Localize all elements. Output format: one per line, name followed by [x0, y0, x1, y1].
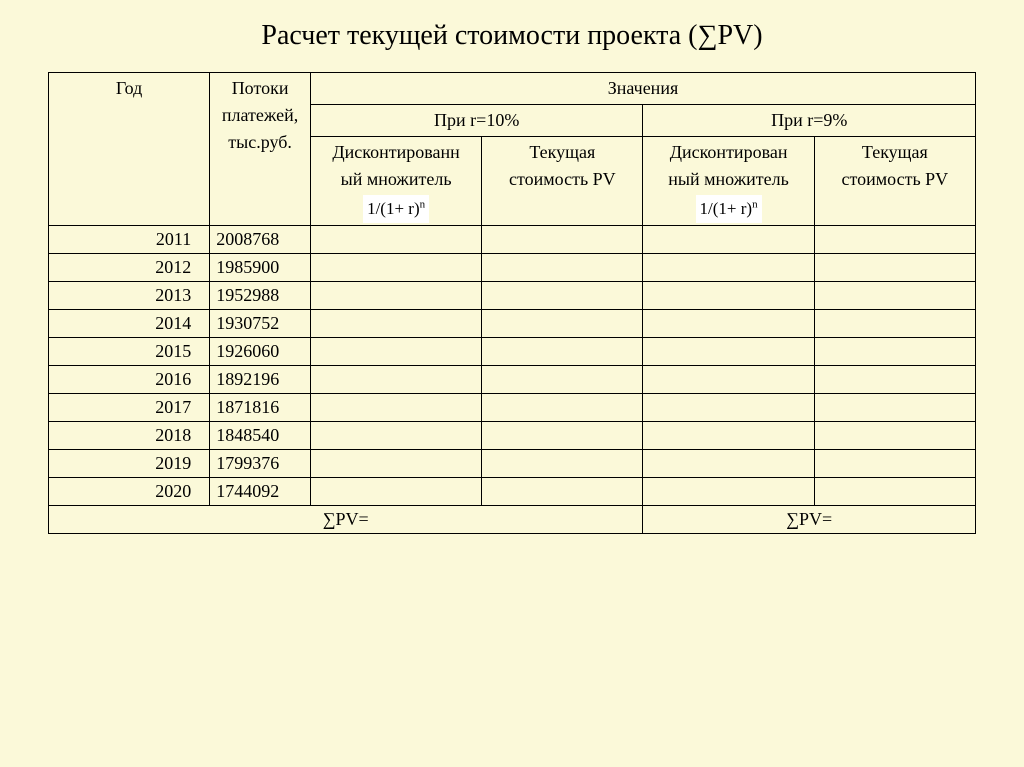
table-row: 20201744092	[49, 477, 976, 505]
cell-year: 2015	[49, 337, 210, 365]
cell-empty	[482, 421, 643, 449]
cell-year: 2019	[49, 449, 210, 477]
cell-year: 2014	[49, 309, 210, 337]
cell-empty	[643, 225, 814, 253]
cell-empty	[643, 309, 814, 337]
discount2-label-line2: ный множитель	[668, 169, 789, 189]
cell-flow: 1952988	[210, 281, 311, 309]
formula-9: 1/(1+ r)n	[696, 195, 762, 223]
cell-empty	[310, 281, 481, 309]
col-year: Год	[49, 73, 210, 226]
cell-year: 2018	[49, 421, 210, 449]
cell-empty	[814, 393, 975, 421]
cell-empty	[643, 421, 814, 449]
col-discount-9: Дисконтирован ный множитель 1/(1+ r)n	[643, 137, 814, 226]
cell-empty	[814, 449, 975, 477]
cell-flow: 1744092	[210, 477, 311, 505]
table-row: 20191799376	[49, 449, 976, 477]
cell-empty	[643, 337, 814, 365]
cell-empty	[310, 337, 481, 365]
pv-label-line1: Текущая	[529, 142, 595, 162]
table-row: 20112008768	[49, 225, 976, 253]
cell-empty	[482, 365, 643, 393]
table-body: 2011200876820121985900201319529882014193…	[49, 225, 976, 505]
cell-year: 2020	[49, 477, 210, 505]
cell-year: 2011	[49, 225, 210, 253]
cell-empty	[814, 337, 975, 365]
cell-empty	[482, 225, 643, 253]
sum-pv-10: ∑PV=	[49, 505, 643, 533]
cell-empty	[482, 477, 643, 505]
table-row: 20121985900	[49, 253, 976, 281]
cell-empty	[814, 421, 975, 449]
cell-empty	[643, 281, 814, 309]
sum-pv-9: ∑PV=	[643, 505, 976, 533]
pv2-label-line2: стоимость PV	[842, 169, 949, 189]
cell-empty	[482, 449, 643, 477]
discount-label-line2: ый множитель	[341, 169, 452, 189]
cell-empty	[643, 393, 814, 421]
col-r9: При r=9%	[643, 105, 976, 137]
cell-empty	[310, 449, 481, 477]
col-flows: Потоки платежей, тыс.руб.	[210, 73, 311, 226]
pv2-label-line1: Текущая	[862, 142, 928, 162]
cell-year: 2013	[49, 281, 210, 309]
pv-label-line2: стоимость PV	[509, 169, 616, 189]
cell-flow: 1799376	[210, 449, 311, 477]
cell-flow: 1985900	[210, 253, 311, 281]
cell-flow: 2008768	[210, 225, 311, 253]
table-row: 20131952988	[49, 281, 976, 309]
cell-empty	[814, 225, 975, 253]
cell-empty	[643, 253, 814, 281]
cell-empty	[643, 477, 814, 505]
pv-table: Год Потоки платежей, тыс.руб. Значения П…	[48, 72, 976, 534]
cell-empty	[482, 281, 643, 309]
col-values: Значения	[310, 73, 975, 105]
cell-empty	[482, 253, 643, 281]
table-row: 20141930752	[49, 309, 976, 337]
cell-year: 2012	[49, 253, 210, 281]
cell-empty	[643, 365, 814, 393]
table-row: 20151926060	[49, 337, 976, 365]
discount2-label-line1: Дисконтирован	[670, 142, 788, 162]
cell-empty	[643, 449, 814, 477]
cell-empty	[814, 309, 975, 337]
table-row: 20171871816	[49, 393, 976, 421]
cell-empty	[814, 253, 975, 281]
cell-empty	[310, 421, 481, 449]
cell-year: 2016	[49, 365, 210, 393]
table-row: 20161892196	[49, 365, 976, 393]
cell-empty	[814, 477, 975, 505]
cell-year: 2017	[49, 393, 210, 421]
page-title: Расчет текущей стоимости проекта (∑PV)	[48, 20, 976, 52]
formula-10: 1/(1+ r)n	[363, 195, 429, 223]
col-r10: При r=10%	[310, 105, 642, 137]
col-pv-10: Текущая стоимость PV	[482, 137, 643, 226]
cell-empty	[310, 477, 481, 505]
col-pv-9: Текущая стоимость PV	[814, 137, 975, 226]
cell-empty	[310, 253, 481, 281]
discount-label-line1: Дисконтированн	[332, 142, 459, 162]
cell-flow: 1871816	[210, 393, 311, 421]
cell-empty	[310, 225, 481, 253]
cell-flow: 1930752	[210, 309, 311, 337]
cell-empty	[482, 337, 643, 365]
cell-empty	[482, 309, 643, 337]
cell-empty	[482, 393, 643, 421]
table-row: 20181848540	[49, 421, 976, 449]
col-discount-10: Дисконтированн ый множитель 1/(1+ r)n	[310, 137, 481, 226]
cell-empty	[310, 309, 481, 337]
cell-empty	[814, 365, 975, 393]
cell-flow: 1848540	[210, 421, 311, 449]
cell-empty	[814, 281, 975, 309]
cell-empty	[310, 393, 481, 421]
cell-empty	[310, 365, 481, 393]
cell-flow: 1892196	[210, 365, 311, 393]
cell-flow: 1926060	[210, 337, 311, 365]
